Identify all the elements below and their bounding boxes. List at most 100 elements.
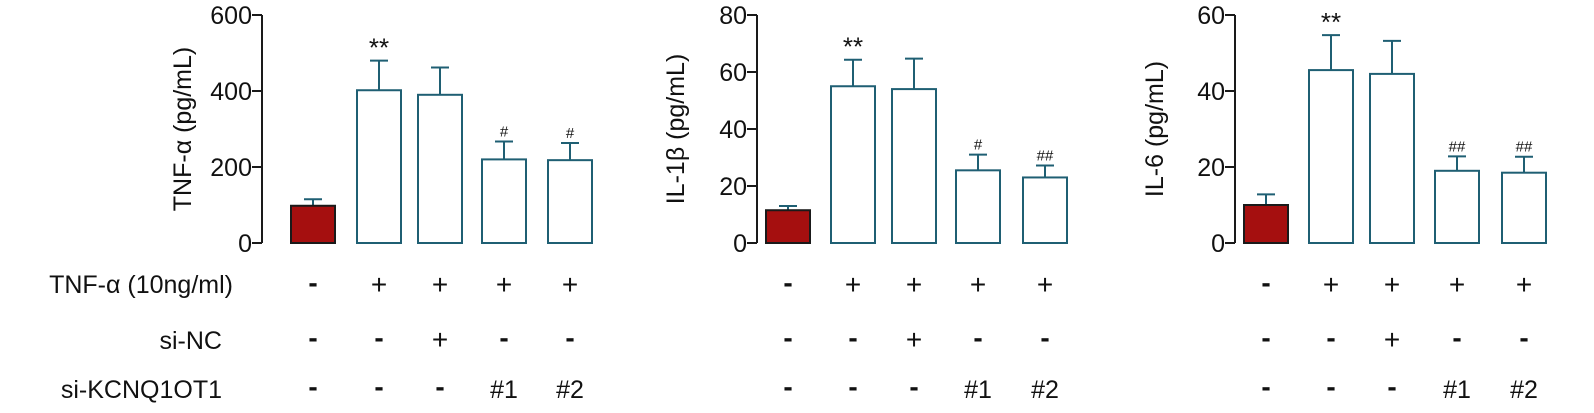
condition-symbol: + (496, 269, 512, 300)
y-ticks-il1b: 0 20 40 60 80 (719, 2, 747, 258)
condition-symbol: + (906, 269, 922, 300)
significance-mark: # (974, 137, 983, 154)
condition-symbol: - (1040, 322, 1049, 353)
significance-annotations-tnf: ** # # (369, 33, 575, 142)
condition-symbol: + (1516, 269, 1532, 300)
condition-symbol: - (308, 267, 317, 298)
bar (290, 204, 336, 244)
y-tick-label: 20 (719, 173, 747, 201)
condition-symbol: - (499, 322, 508, 353)
bar (1308, 69, 1354, 244)
y-tick-label: 40 (719, 116, 747, 144)
significance-mark: ** (843, 32, 863, 62)
significance-annotations-il1b: ** # ## (843, 32, 1054, 165)
condition-grid-il6: - + + + + - - + - - - - - #1 #2 (1261, 267, 1538, 404)
condition-symbol: - (783, 322, 792, 353)
condition-symbol: - (374, 322, 383, 353)
condition-symbol: + (432, 269, 448, 300)
condition-symbol: + (432, 324, 448, 355)
condition-label-tnf: TNF-α (10ng/ml) (49, 271, 233, 299)
condition-symbol: + (371, 269, 387, 300)
condition-grid-il1b: - + + + + - - + - - - - - #1 #2 (783, 267, 1059, 404)
condition-symbol: - (1326, 371, 1335, 402)
condition-symbol: - (909, 371, 918, 402)
condition-symbol: #2 (556, 376, 584, 404)
condition-symbol: + (1449, 269, 1465, 300)
condition-symbol: + (845, 269, 861, 300)
significance-mark: # (500, 124, 509, 141)
y-tick-label: 200 (210, 154, 252, 182)
condition-grid-tnf: - + + + + - - + - - - - - #1 #2 (308, 267, 584, 404)
condition-symbol: - (565, 322, 574, 353)
bar (547, 159, 593, 244)
condition-symbol: + (1384, 324, 1400, 355)
condition-symbol: - (783, 371, 792, 402)
bar (1369, 72, 1415, 245)
condition-symbol: + (1037, 269, 1053, 300)
condition-symbol: + (562, 269, 578, 300)
condition-symbol: - (1261, 267, 1270, 298)
bar (1434, 169, 1480, 244)
y-ticks-il6: 0 20 40 60 (1197, 2, 1225, 258)
condition-symbol: + (1323, 269, 1339, 300)
condition-symbol: + (906, 324, 922, 355)
chart-panel-tnf: TNF-α (pg/mL) 0 200 400 600 ** # # - + +… (169, 2, 593, 404)
significance-mark: # (566, 125, 575, 142)
y-tick-label: 0 (238, 230, 252, 258)
significance-mark: ## (1037, 147, 1054, 164)
condition-label-si-kcnq1ot1: si-KCNQ1OT1 (61, 376, 222, 404)
bar (1501, 171, 1547, 244)
y-tick-label: 0 (1211, 230, 1225, 258)
condition-symbol: - (308, 322, 317, 353)
bar (765, 209, 811, 245)
y-tick-label: 0 (733, 230, 747, 258)
condition-symbol: + (1384, 269, 1400, 300)
bar (830, 85, 876, 244)
significance-mark: ## (1516, 139, 1533, 156)
condition-symbol: - (1261, 322, 1270, 353)
condition-symbol: - (1387, 371, 1396, 402)
condition-labels: TNF-α (10ng/ml) si-NC si-KCNQ1OT1 (49, 271, 233, 404)
y-tick-label: 60 (1197, 2, 1225, 30)
condition-symbol: - (848, 322, 857, 353)
condition-symbol: #1 (964, 376, 992, 404)
y-tick-label: 80 (719, 2, 747, 30)
condition-symbol: - (973, 322, 982, 353)
bar (1022, 176, 1068, 244)
y-tick-label: 60 (719, 59, 747, 87)
condition-symbol: - (435, 371, 444, 402)
significance-mark: ** (369, 33, 389, 63)
condition-symbol: - (1452, 322, 1461, 353)
condition-symbol: - (1326, 322, 1335, 353)
significance-mark: ## (1449, 138, 1466, 155)
y-tick-label: 400 (210, 78, 252, 106)
condition-symbol: #1 (1443, 376, 1471, 404)
y-tick-label: 20 (1197, 154, 1225, 182)
significance-annotations-il6: ** ## ## (1321, 7, 1533, 156)
condition-symbol: #2 (1510, 376, 1538, 404)
y-tick-label: 40 (1197, 78, 1225, 106)
y-ticks-tnf: 0 200 400 600 (210, 2, 252, 258)
condition-symbol: - (374, 371, 383, 402)
bar (955, 169, 1001, 244)
y-axis-label-tnf: TNF-α (pg/mL) (169, 47, 197, 211)
condition-symbol: - (1261, 371, 1270, 402)
y-axis-label-il6: IL-6 (pg/mL) (1141, 61, 1169, 197)
bar (481, 158, 527, 244)
y-axis-label-il1b: IL-1β (pg/mL) (662, 54, 690, 205)
bar (891, 88, 937, 244)
condition-symbol: - (848, 371, 857, 402)
condition-symbol: #1 (490, 376, 518, 404)
chart-panel-il6: IL-6 (pg/mL) 0 20 40 60 ** ## ## - + + +… (1141, 2, 1547, 404)
bar (1243, 204, 1289, 244)
condition-symbol: - (1519, 322, 1528, 353)
condition-symbol: - (783, 267, 792, 298)
condition-label-si-nc: si-NC (160, 327, 223, 355)
bar (356, 89, 402, 244)
condition-symbol: #2 (1031, 376, 1059, 404)
significance-mark: ** (1321, 7, 1341, 37)
y-tick-label: 600 (210, 2, 252, 30)
condition-symbol: + (970, 269, 986, 300)
condition-symbol: - (308, 371, 317, 402)
